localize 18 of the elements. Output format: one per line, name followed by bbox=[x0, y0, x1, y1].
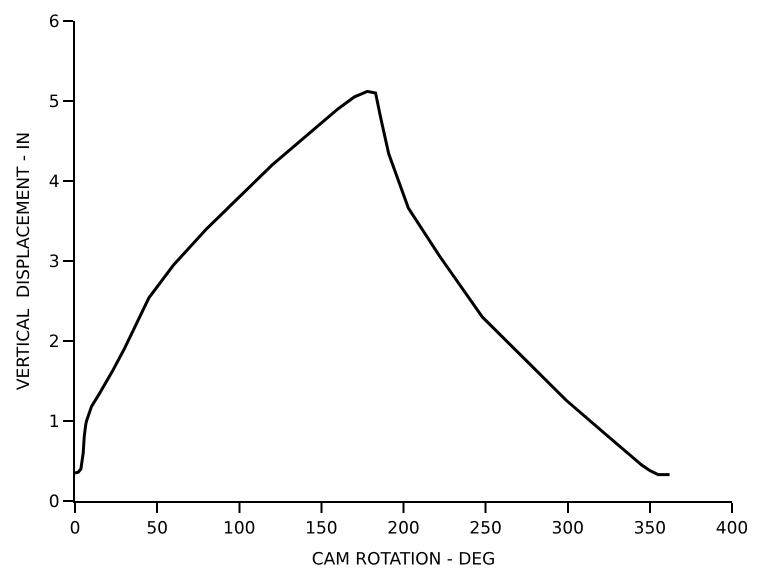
y-tick-label: 4 bbox=[48, 172, 60, 192]
x-tick-label: 200 bbox=[387, 518, 420, 538]
x-tick-label: 150 bbox=[305, 518, 338, 538]
y-tick-label: 6 bbox=[48, 12, 60, 32]
x-tick-label: 100 bbox=[223, 518, 256, 538]
x-tick-label: 250 bbox=[469, 518, 502, 538]
y-tick-label: 0 bbox=[48, 492, 60, 512]
x-tick-label: 50 bbox=[146, 518, 168, 538]
y-tick-label: 2 bbox=[48, 332, 60, 352]
x-axis-title: CAM ROTATION - DEG bbox=[312, 549, 496, 570]
x-tick-label: 350 bbox=[634, 518, 666, 538]
y-tick-label: 3 bbox=[48, 252, 60, 272]
y-axis-title: VERTICAL DISPLACEMENT - IN bbox=[14, 132, 34, 390]
x-tick-label: 300 bbox=[552, 518, 584, 538]
y-tick-label: 5 bbox=[48, 92, 60, 112]
x-tick-label: 400 bbox=[716, 518, 748, 538]
y-tick-label: 1 bbox=[48, 412, 60, 432]
x-tick-label: 0 bbox=[70, 518, 80, 538]
